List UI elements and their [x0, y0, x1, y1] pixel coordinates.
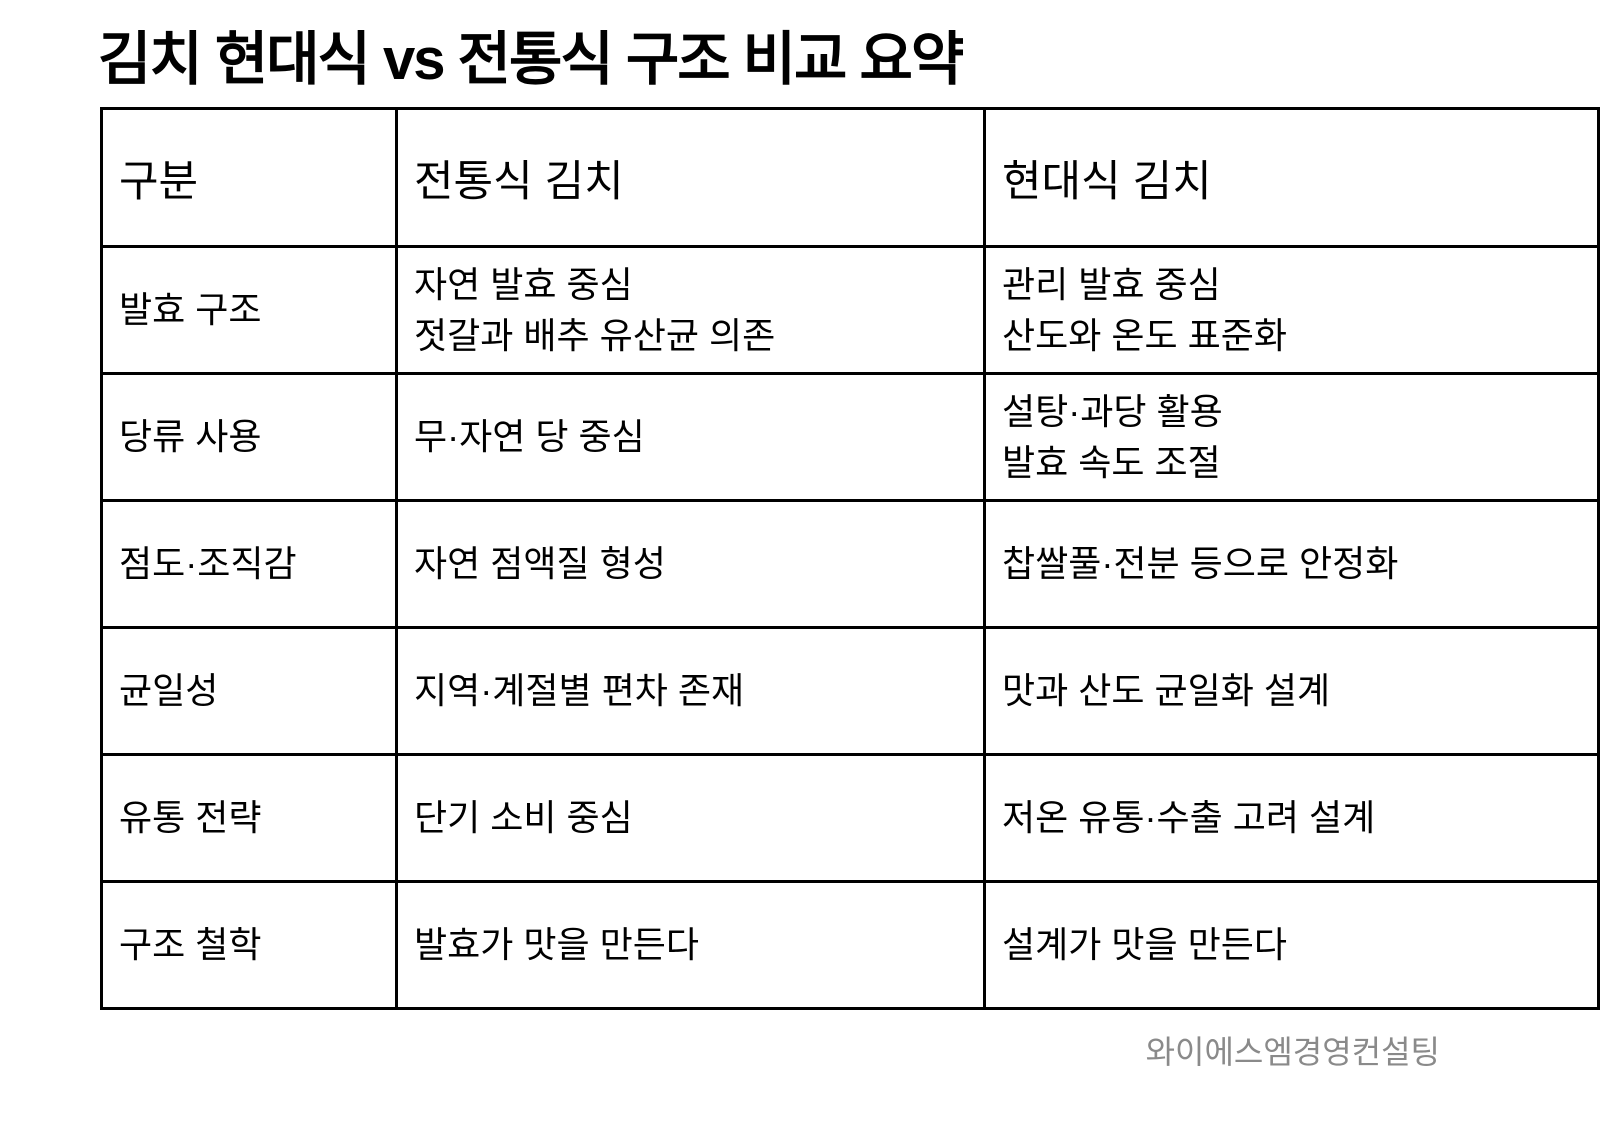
- page-title: 김치 현대식 vs 전통식 구조 비교 요약: [98, 27, 964, 92]
- footer-credit: 와이에스엠경영컨설팅: [1145, 1034, 1440, 1070]
- cell-category: 발효 구조: [100, 245, 398, 375]
- table-row: 점도·조직감 자연 점액질 형성 찹쌀풀·전분 등으로 안정화: [100, 499, 1600, 629]
- cell-category: 당류 사용: [100, 372, 398, 502]
- table-row: 발효 구조 자연 발효 중심 젓갈과 배추 유산균 의존 관리 발효 중심 산도…: [100, 245, 1600, 375]
- table-row: 유통 전략 단기 소비 중심 저온 유통·수출 고려 설계: [100, 753, 1600, 883]
- cell-modern: 설탕·과당 활용 발효 속도 조절: [983, 372, 1600, 502]
- cell-modern: 설계가 맛을 만든다: [983, 880, 1600, 1010]
- cell-category: 유통 전략: [100, 753, 398, 883]
- cell-category: 균일성: [100, 626, 398, 756]
- header-cell-traditional: 전통식 김치: [395, 107, 986, 248]
- header-cell-category: 구분: [100, 107, 398, 248]
- cell-traditional: 단기 소비 중심: [395, 753, 986, 883]
- header-cell-modern: 현대식 김치: [983, 107, 1600, 248]
- cell-traditional: 자연 점액질 형성: [395, 499, 986, 629]
- cell-traditional: 발효가 맛을 만든다: [395, 880, 986, 1010]
- comparison-table: 구분 전통식 김치 현대식 김치 발효 구조 자연 발효 중심 젓갈과 배추 유…: [100, 107, 1600, 1010]
- header-row: 구분 전통식 김치 현대식 김치: [100, 107, 1600, 248]
- cell-category: 점도·조직감: [100, 499, 398, 629]
- cell-modern: 찹쌀풀·전분 등으로 안정화: [983, 499, 1600, 629]
- cell-traditional: 지역·계절별 편차 존재: [395, 626, 986, 756]
- cell-modern: 맛과 산도 균일화 설계: [983, 626, 1600, 756]
- table-row: 구조 철학 발효가 맛을 만든다 설계가 맛을 만든다: [100, 880, 1600, 1010]
- table-row: 당류 사용 무·자연 당 중심 설탕·과당 활용 발효 속도 조절: [100, 372, 1600, 502]
- cell-modern: 저온 유통·수출 고려 설계: [983, 753, 1600, 883]
- table-row: 균일성 지역·계절별 편차 존재 맛과 산도 균일화 설계: [100, 626, 1600, 756]
- cell-traditional: 무·자연 당 중심: [395, 372, 986, 502]
- cell-modern: 관리 발효 중심 산도와 온도 표준화: [983, 245, 1600, 375]
- cell-traditional: 자연 발효 중심 젓갈과 배추 유산균 의존: [395, 245, 986, 375]
- cell-category: 구조 철학: [100, 880, 398, 1010]
